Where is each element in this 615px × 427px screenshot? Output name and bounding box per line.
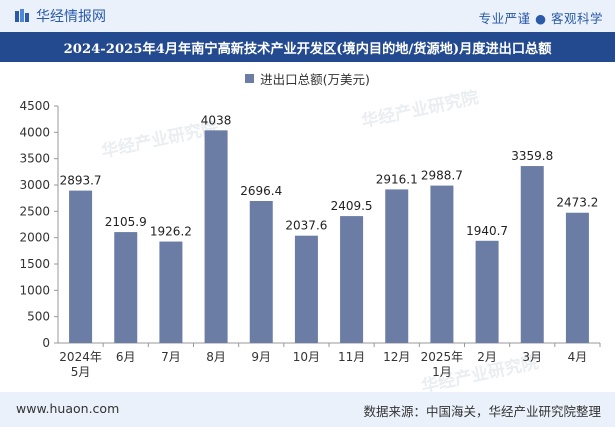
y-tick-label: 2000 <box>19 231 50 245</box>
x-tick-label: 2024年 5月 <box>59 350 102 379</box>
chart-legend: 进出口总额(万美元) <box>0 70 615 87</box>
x-tick-label: 6月 <box>116 350 136 364</box>
bar-chart: 0 500 1000 1500 2000 2500 3000 3500 4000 4500 2893… <box>19 99 601 379</box>
bar <box>430 185 454 343</box>
bar <box>565 212 589 343</box>
bar-value-label: 4038 <box>201 113 232 127</box>
title-bar: 2024-2025年4月年南宁高新技术产业开发区(境内目的地/货源地)月度进出口… <box>0 32 615 62</box>
bar <box>249 200 273 343</box>
y-tick-label: 1000 <box>19 283 50 297</box>
footer-source: 数据来源：中国海关，华经产业研究院整理 <box>363 404 601 419</box>
footer-website[interactable]: www.huaon.com <box>16 401 120 416</box>
y-tick-label: 0 <box>42 336 50 350</box>
chart-title: 2024-2025年4月年南宁高新技术产业开发区(境内目的地/货源地)月度进出口… <box>63 41 552 57</box>
y-tick-label: 3000 <box>19 178 50 192</box>
bar-value-label: 2988.7 <box>421 169 463 183</box>
top-bar: 华经情报网 专业严谨 ● 客观科学 <box>0 0 615 32</box>
x-tick-label: 7月 <box>161 350 181 364</box>
x-tick-label: 11月 <box>338 350 365 364</box>
x-tick-label: 2月 <box>477 350 497 364</box>
x-tick-label: 12月 <box>383 350 410 364</box>
legend-label: 进出口总额(万美元) <box>260 71 370 87</box>
bar <box>69 190 93 343</box>
bar <box>204 130 228 343</box>
bar-value-label: 1926.2 <box>150 225 192 239</box>
y-tick-label: 3500 <box>19 152 50 166</box>
x-tick-label: 10月 <box>293 350 320 364</box>
bar <box>159 241 183 343</box>
bar-value-label: 2409.5 <box>331 199 373 213</box>
x-tick-label: 3月 <box>522 350 542 364</box>
bar-value-label: 2105.9 <box>105 215 147 229</box>
y-tick-label: 500 <box>27 310 50 324</box>
brand-logo-icon <box>15 9 29 22</box>
bar-value-label: 2037.6 <box>285 219 327 233</box>
brand[interactable]: 华经情报网 <box>14 7 106 25</box>
brand-name: 华经情报网 <box>36 9 106 25</box>
y-tick-label: 1500 <box>19 257 50 271</box>
bar <box>475 240 499 343</box>
bar-value-label: 2916.1 <box>376 172 418 186</box>
y-tick-label: 4000 <box>19 125 50 139</box>
bar <box>520 166 544 343</box>
bar <box>114 232 138 343</box>
x-tick-label: 8月 <box>206 350 226 364</box>
bar-value-label: 1940.7 <box>466 224 508 238</box>
x-tick-label: 9月 <box>251 350 271 364</box>
bar-value-label: 3359.8 <box>511 149 553 163</box>
y-tick-label: 4500 <box>19 99 50 113</box>
tagline: 专业严谨 ● 客观科学 <box>478 11 603 26</box>
x-tick-label: 4月 <box>568 350 588 364</box>
bar <box>340 216 364 343</box>
bar-value-label: 2473.2 <box>556 196 598 210</box>
bar <box>294 235 318 343</box>
footer: www.huaon.com 数据来源：中国海关，华经产业研究院整理 <box>0 392 615 427</box>
bar <box>385 189 409 343</box>
bar-value-label: 2893.7 <box>60 174 102 188</box>
y-tick-label: 2500 <box>19 204 50 218</box>
bar-value-label: 2696.4 <box>240 184 282 198</box>
legend-swatch <box>245 73 255 83</box>
x-tick-label: 2025年 1月 <box>421 350 464 379</box>
